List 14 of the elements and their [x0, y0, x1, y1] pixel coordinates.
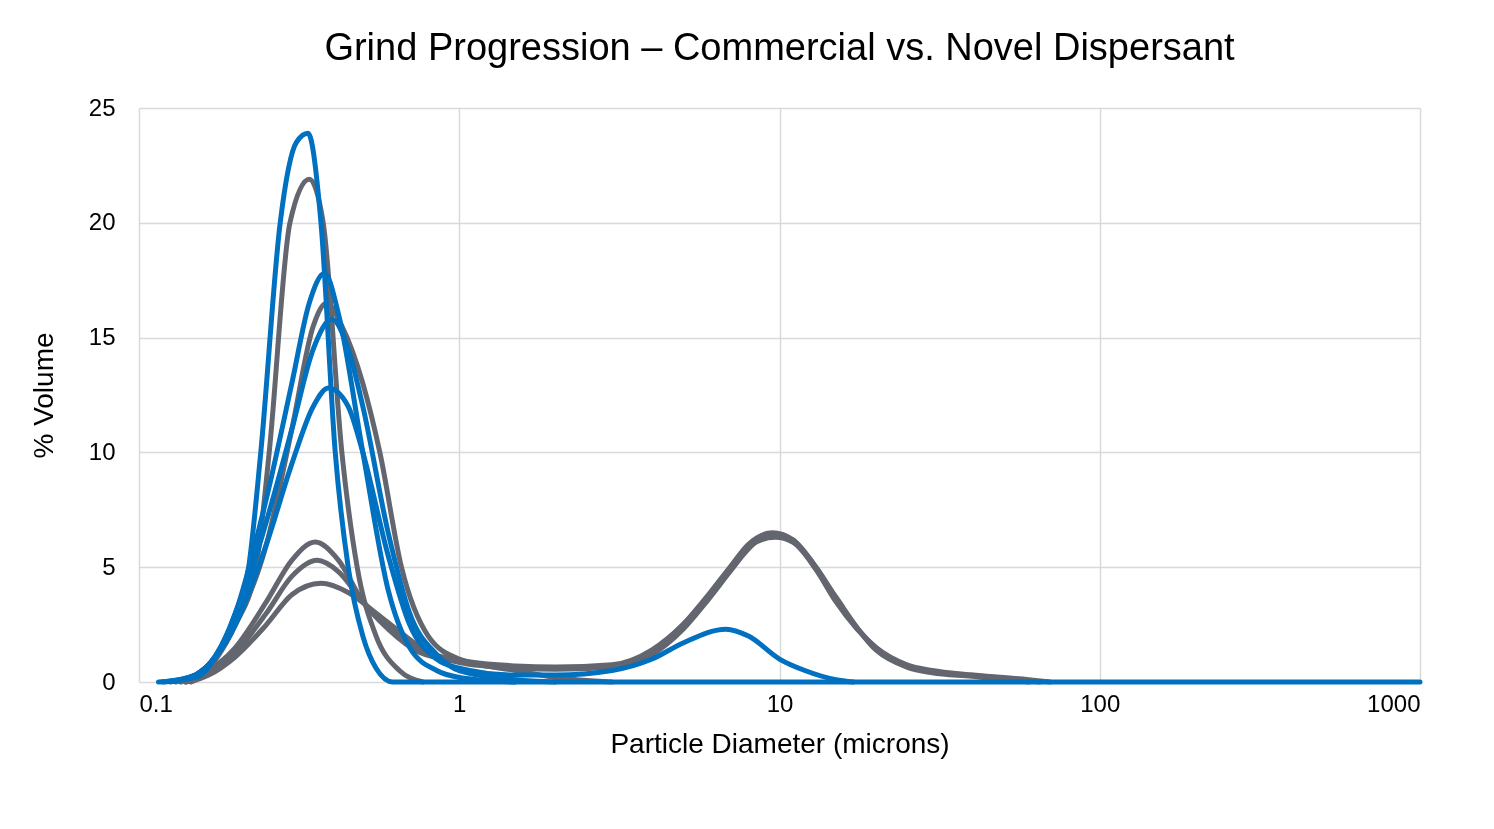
y-tick-label: 20: [88, 208, 116, 236]
y-tick-label: 5: [102, 552, 116, 580]
x-tick-label: 1000: [1367, 689, 1421, 717]
x-tick-label: 1: [453, 689, 467, 717]
y-tick-label: 10: [88, 437, 116, 465]
y-tick-label: 25: [88, 93, 116, 121]
y-tick-label: 15: [88, 323, 116, 351]
x-axis-title: Particle Diameter (microns): [610, 727, 950, 759]
x-tick-label: 0.1: [139, 689, 173, 717]
chart-title: Grind Progression – Commercial vs. Novel Dispersant: [324, 26, 1236, 68]
x-tick-label: 10: [766, 689, 794, 717]
y-axis-title: % Volume: [27, 332, 59, 459]
y-tick-label: 0: [102, 667, 116, 695]
x-tick-label: 100: [1080, 689, 1121, 717]
